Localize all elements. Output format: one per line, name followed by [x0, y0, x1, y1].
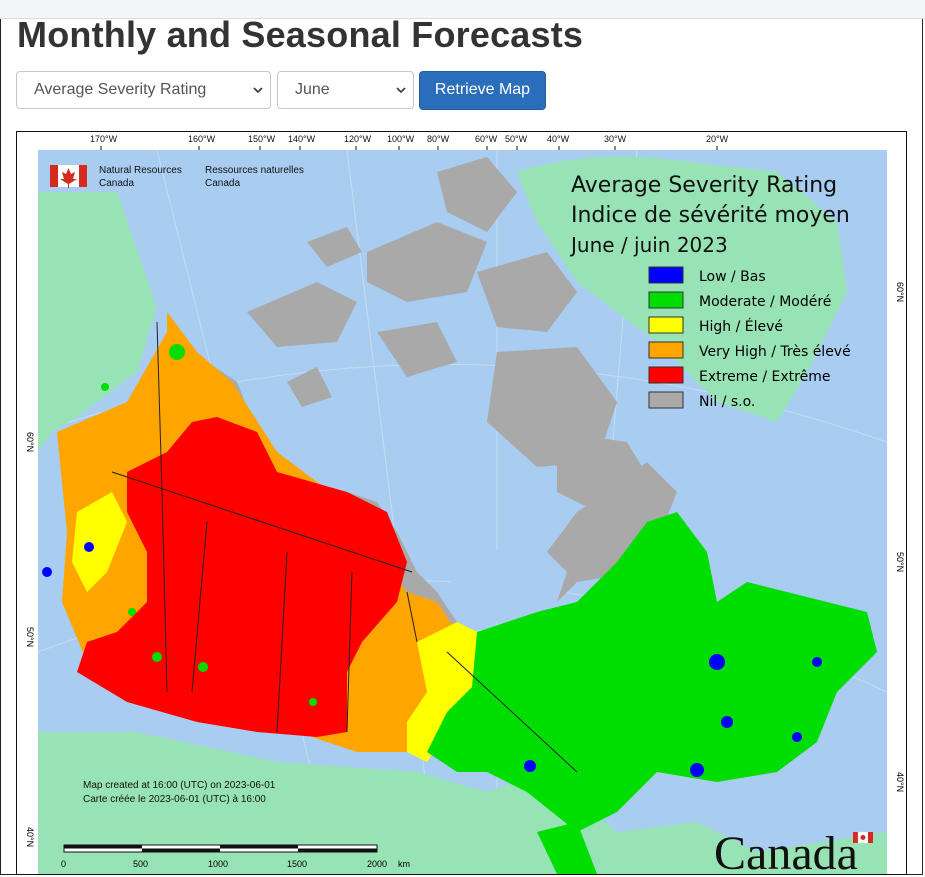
severity-map: Average Severity Rating Indice de sévéri… [16, 131, 907, 875]
lon-label: 140°W [288, 134, 316, 144]
lon-label: 20°W [706, 134, 729, 144]
map-date: June / juin 2023 [569, 233, 728, 257]
legend-swatch-moderate [648, 291, 684, 309]
nrcan-logo [50, 165, 87, 188]
month-select[interactable]: June [277, 71, 414, 109]
lon-label: 170°W [90, 134, 118, 144]
lon-label: 60°W [475, 134, 498, 144]
map-note-fr: Carte créée le 2023-06-01 (UTC) à 16:00 [83, 794, 266, 805]
retrieve-map-button[interactable]: Retrieve Map [419, 71, 546, 110]
lat-label-left: 50°N [25, 627, 35, 647]
lon-label: 50°W [505, 134, 528, 144]
agency-fr: Ressources naturelles [205, 165, 304, 176]
chevron-down-icon [253, 87, 263, 94]
map-title-en: Average Severity Rating [571, 173, 837, 198]
map-note-en: Map created at 16:00 (UTC) on 2023-06-01 [83, 780, 276, 791]
map-canvas: Average Severity Rating Indice de sévéri… [25, 134, 905, 874]
agency-fr-2: Canada [205, 178, 240, 189]
legend-label-high: High / Élevé [699, 318, 783, 335]
lat-label-left: 40°N [25, 827, 35, 847]
legend-swatch-very-high [648, 341, 684, 359]
month-select-value: June [295, 81, 330, 98]
lat-label-right: 60°N [895, 282, 905, 302]
wordmark-text: Canada [714, 827, 858, 874]
lat-label-left: 60°N [25, 432, 35, 452]
province-boundaries [111, 321, 578, 773]
moderate-spots [101, 344, 317, 706]
lon-label: 40°W [547, 134, 570, 144]
scale-label: 1000 [208, 859, 228, 869]
legend-label-moderate: Moderate / Modéré [699, 294, 831, 310]
lat-label-right: 50°N [895, 552, 905, 572]
legend: Low / Bas Moderate / Modéré High / Élevé… [648, 266, 851, 410]
chevron-down-icon [396, 87, 406, 94]
lat-label-right: 40°N [895, 772, 905, 792]
high-zone-east [407, 622, 487, 762]
rating-select[interactable]: Average Severity Rating [16, 71, 271, 109]
scale-label: 2000 [367, 859, 387, 869]
hudson-bay [437, 542, 567, 632]
usa-land [38, 732, 887, 874]
moderate-zone-south [537, 822, 597, 874]
legend-swatch-extreme [648, 366, 684, 384]
lon-label: 100°W [387, 134, 415, 144]
flag-leaf-icon [860, 835, 866, 840]
scale-label: km [398, 859, 410, 869]
scale-label: 1500 [287, 859, 307, 869]
agency-en: Natural Resources [99, 165, 182, 176]
page-title: Monthly and Seasonal Forecasts [17, 14, 584, 55]
lon-label: 120°W [344, 134, 372, 144]
low-zones [42, 542, 822, 777]
top-ticks [100, 146, 718, 150]
legend-label-low: Low / Bas [699, 269, 766, 285]
legend-label-extreme: Extreme / Extrême [699, 369, 830, 385]
legend-label-very-high: Very High / Très élevé [699, 344, 851, 360]
maple-leaf-icon [60, 168, 77, 188]
legend-label-nil: Nil / s.o. [699, 394, 755, 410]
canada-wordmark: Canada [714, 827, 873, 874]
scale-label: 0 [61, 859, 66, 869]
agency-en-2: Canada [99, 178, 134, 189]
high-zone-west [72, 492, 127, 592]
legend-swatch-low [648, 266, 684, 284]
longitude-labels: 170°W 160°W 150°W 140°W 120°W 100°W 80°W… [90, 134, 729, 144]
map-title-fr: Indice de sévérité moyen [571, 203, 850, 228]
legend-swatch-high [648, 316, 684, 334]
rating-select-value: Average Severity Rating [34, 81, 207, 98]
scale-bar: 0 500 1000 1500 2000 km [61, 844, 410, 869]
moderate-zone-east [427, 512, 877, 832]
top-bar [0, 0, 925, 19]
lon-label: 80°W [427, 134, 450, 144]
lon-label: 150°W [248, 134, 276, 144]
scale-label: 500 [133, 859, 148, 869]
lon-label: 30°W [604, 134, 627, 144]
legend-swatch-nil [648, 391, 684, 409]
alaska-land [38, 192, 157, 452]
greenland-land [517, 156, 847, 422]
lon-label: 160°W [188, 134, 216, 144]
